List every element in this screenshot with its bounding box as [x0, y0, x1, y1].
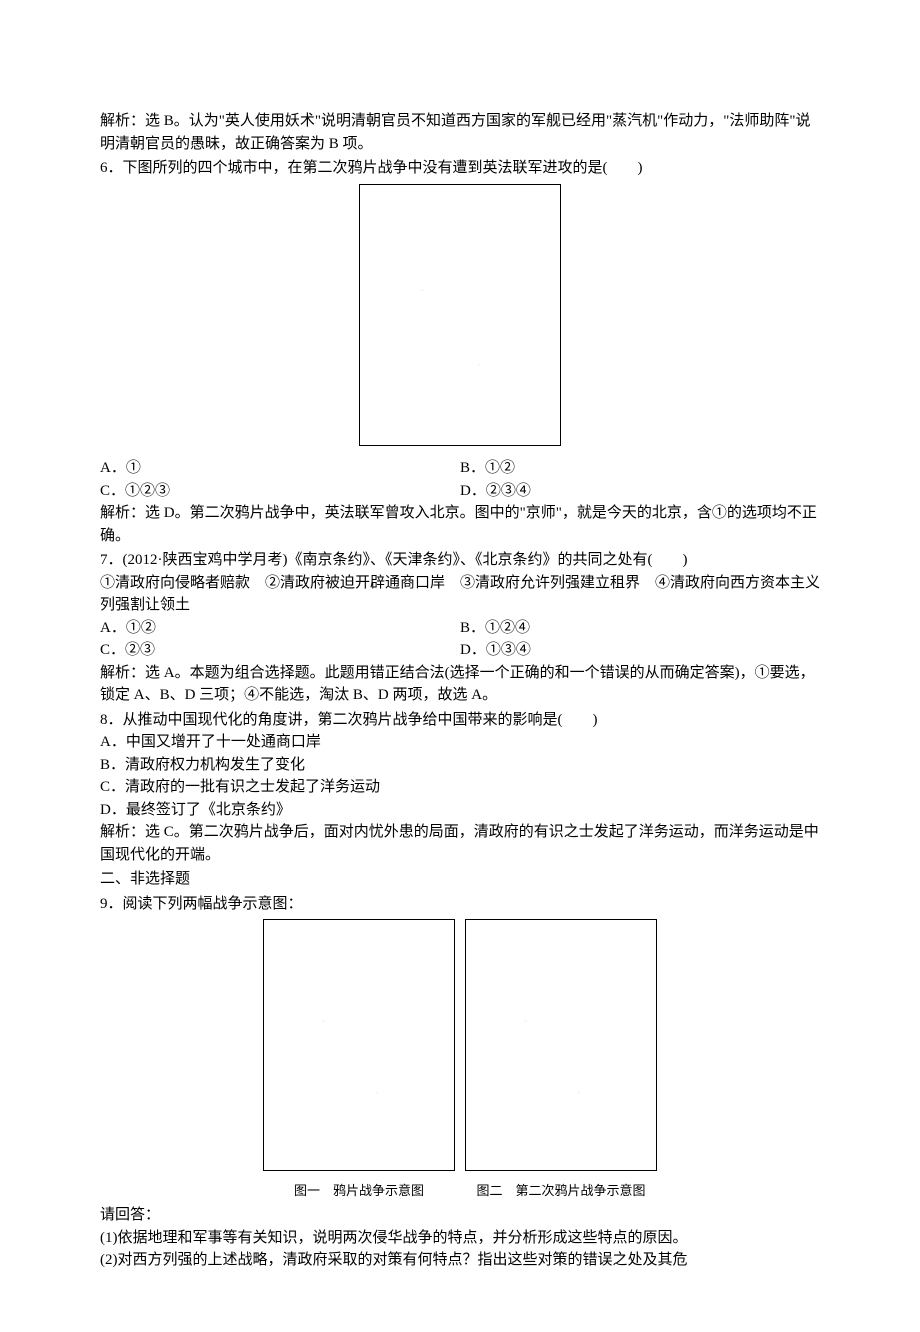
q6-stem: 6．下图所列的四个城市中，在第二次鸦片战争中没有遭到英法联军进攻的是( ): [100, 157, 820, 180]
q7-analysis: 解析：选 A。本题为组合选择题。此题用错正结合法(选择一个正确的和一个错误的从而…: [100, 662, 820, 707]
q8-option-c: C．清政府的一批有识之士发起了洋务运动: [100, 776, 820, 799]
q6-option-d: D．②③④: [460, 480, 820, 503]
q9-maps-wrap: 图一 鸦片战争示意图 图二 第二次鸦片战争示意图: [100, 919, 820, 1200]
q9-map1-caption: 图一 鸦片战争示意图: [263, 1181, 455, 1201]
q8-option-a: A．中国又增开了十一处通商口岸: [100, 731, 820, 754]
q6-map: [359, 184, 561, 446]
q7-option-d: D．①③④: [460, 639, 820, 662]
q6-option-b: B．①②: [460, 457, 820, 480]
q6-options-row1: A．① B．①②: [100, 457, 820, 480]
q6-options-row2: C．①②③ D．②③④: [100, 480, 820, 503]
q7-option-c: C．②③: [100, 639, 460, 662]
q7-substem: ①清政府向侵略者赔款 ②清政府被迫开辟通商口岸 ③清政府允许列强建立租界 ④清政…: [100, 572, 820, 617]
q7-stem: 7．(2012·陕西宝鸡中学月考)《南京条约》、《天津条约》、《北京条约》的共同…: [100, 549, 820, 572]
q6-analysis: 解析：选 D。第二次鸦片战争中，英法联军曾攻入北京。图中的"京师"，就是今天的北…: [100, 502, 820, 547]
analysis-q5: 解析：选 B。认为"英人使用妖术"说明清朝官员不知道西方国家的军舰已经用"蒸汽机…: [100, 110, 820, 155]
q9-map2-caption: 图二 第二次鸦片战争示意图: [465, 1181, 657, 1201]
q6-map-wrap: [100, 184, 820, 454]
q7-options-row1: A．①② B．①②④: [100, 617, 820, 640]
q8-stem: 8．从推动中国现代化的角度讲，第二次鸦片战争给中国带来的影响是( ): [100, 709, 820, 732]
q7-option-a: A．①②: [100, 617, 460, 640]
q7-options-row2: C．②③ D．①③④: [100, 639, 820, 662]
q9-map1: [263, 919, 455, 1171]
q6-option-a: A．①: [100, 457, 460, 480]
q9-map2: [465, 919, 657, 1171]
q6-option-c: C．①②③: [100, 480, 460, 503]
section-2-heading: 二、非选择题: [100, 868, 820, 891]
q8-option-d: D．最终签订了《北京条约》: [100, 799, 820, 822]
q9-stem: 9．阅读下列两幅战争示意图：: [100, 893, 820, 916]
q9-sub2: (2)对西方列强的上述战略，清政府采取的对策有何特点？指出这些对策的错误之处及其…: [100, 1249, 820, 1272]
q9-sub1: (1)依据地理和军事等有关知识，说明两次侵华战争的特点，并分析形成这些特点的原因…: [100, 1227, 820, 1250]
q8-option-b: B．清政府权力机构发生了变化: [100, 754, 820, 777]
q7-option-b: B．①②④: [460, 617, 820, 640]
q8-analysis: 解析：选 C。第二次鸦片战争后，面对内忧外患的局面，清政府的有识之士发起了洋务运…: [100, 821, 820, 866]
q9-answer-label: 请回答：: [100, 1204, 820, 1227]
